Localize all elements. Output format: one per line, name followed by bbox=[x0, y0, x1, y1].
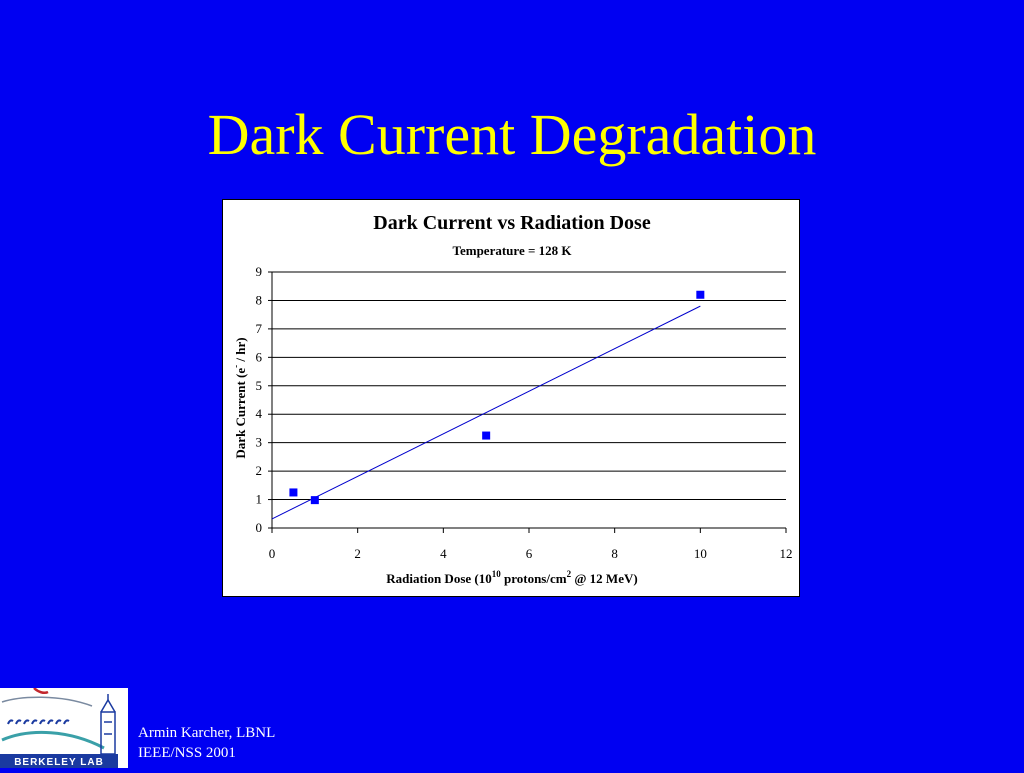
berkeley-lab-logo: BERKELEY LAB bbox=[0, 687, 128, 768]
footer-conference: IEEE/NSS 2001 bbox=[138, 745, 236, 761]
chart-title: Dark Current vs Radiation Dose bbox=[373, 212, 651, 234]
x-tick-label-10: 10 bbox=[694, 546, 707, 561]
y-tick-label-3: 3 bbox=[256, 435, 263, 450]
chart-subtitle: Temperature = 128 K bbox=[453, 243, 573, 258]
y-tick-label-4: 4 bbox=[256, 406, 263, 421]
footer-author: Armin Karcher, LBNL bbox=[138, 725, 276, 741]
chart-panel: Dark Current vs Radiation Dose Temperatu… bbox=[222, 199, 800, 597]
slide-title: Dark Current Degradation bbox=[207, 102, 817, 167]
data-point-0-1 bbox=[310, 496, 319, 505]
trendline bbox=[271, 305, 701, 520]
x-tick-label-6: 6 bbox=[526, 546, 533, 561]
y-tick-label-5: 5 bbox=[256, 378, 263, 393]
data-point-0-3 bbox=[696, 290, 705, 299]
y-tick-label-2: 2 bbox=[256, 463, 263, 478]
scatter-chart: Dark Current vs Radiation Dose Temperatu… bbox=[231, 212, 793, 586]
gridlines bbox=[272, 271, 786, 501]
y-axis-label: Dark Current (e- / hr) bbox=[231, 337, 248, 458]
x-tick-label-4: 4 bbox=[440, 546, 447, 561]
y-tick-label-7: 7 bbox=[256, 321, 263, 336]
y-tick-label-6: 6 bbox=[256, 349, 263, 364]
trendline-layer bbox=[271, 305, 701, 520]
x-axis-label: Radiation Dose (1010 protons/cm2 @ 12 Me… bbox=[386, 569, 637, 586]
y-tick-label-0: 0 bbox=[256, 520, 263, 535]
y-tick-label-8: 8 bbox=[256, 292, 263, 307]
x-tick-label-0: 0 bbox=[269, 546, 276, 561]
axes bbox=[268, 271, 787, 533]
data-point-0-0 bbox=[289, 488, 298, 497]
footer-credits: Armin Karcher, LBNL IEEE/NSS 2001 bbox=[138, 723, 275, 763]
y-tick-label-1: 1 bbox=[256, 492, 263, 507]
y-tick-label-9: 9 bbox=[256, 264, 263, 279]
x-tick-label-2: 2 bbox=[354, 546, 361, 561]
data-points bbox=[289, 290, 705, 505]
lab-emblem-icon: BERKELEY LAB bbox=[0, 687, 118, 768]
x-tick-label-12: 12 bbox=[780, 546, 793, 561]
logo-text: BERKELEY LAB bbox=[14, 757, 104, 768]
data-point-0-2 bbox=[482, 431, 491, 440]
x-tick-label-8: 8 bbox=[611, 546, 618, 561]
